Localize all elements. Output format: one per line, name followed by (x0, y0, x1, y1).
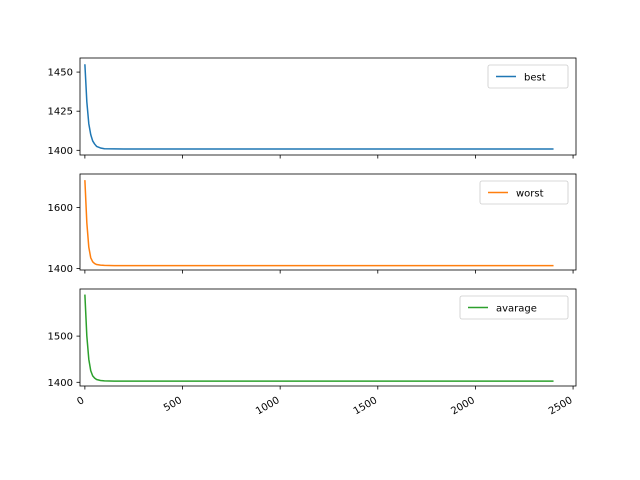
series-line-best (84, 64, 554, 150)
legend-box (459, 295, 569, 320)
y-tick-label: 1600 (48, 203, 73, 214)
subplot-2: 1400 1600 worst (48, 173, 577, 275)
legend-label: avarage (496, 304, 537, 315)
subplot-1: 1400 1425 1450 best (48, 57, 577, 159)
x-tick-label: 2000 (449, 395, 477, 417)
legend: best (487, 64, 569, 89)
y-tick-label: 1400 (48, 378, 73, 389)
y-tick-label: 1400 (48, 264, 73, 275)
x-tick-label: 1000 (254, 395, 282, 417)
legend: avarage (459, 295, 569, 320)
y-tick-label: 1425 (48, 107, 73, 118)
legend-box (487, 64, 569, 89)
legend-box (479, 180, 569, 205)
series-line-avarage (84, 294, 554, 382)
subplot-3: 1400 1500 avarage (48, 288, 577, 390)
x-tick-label: 2500 (547, 395, 575, 417)
series-line-worst (84, 180, 554, 267)
y-tick-label: 1400 (48, 146, 73, 157)
axes-frame (79, 57, 577, 156)
axes-frame (79, 173, 577, 271)
axes-frame (79, 288, 577, 387)
y-tick-label: 1450 (48, 68, 73, 79)
legend-label: worst (516, 189, 544, 200)
legend: worst (479, 180, 569, 205)
y-tick-label: 1500 (48, 332, 73, 343)
x-tick-label: 1500 (352, 395, 380, 417)
x-tick-label: 500 (162, 395, 184, 414)
legend-label: best (524, 73, 546, 84)
x-tick-label: 0 (75, 395, 86, 408)
